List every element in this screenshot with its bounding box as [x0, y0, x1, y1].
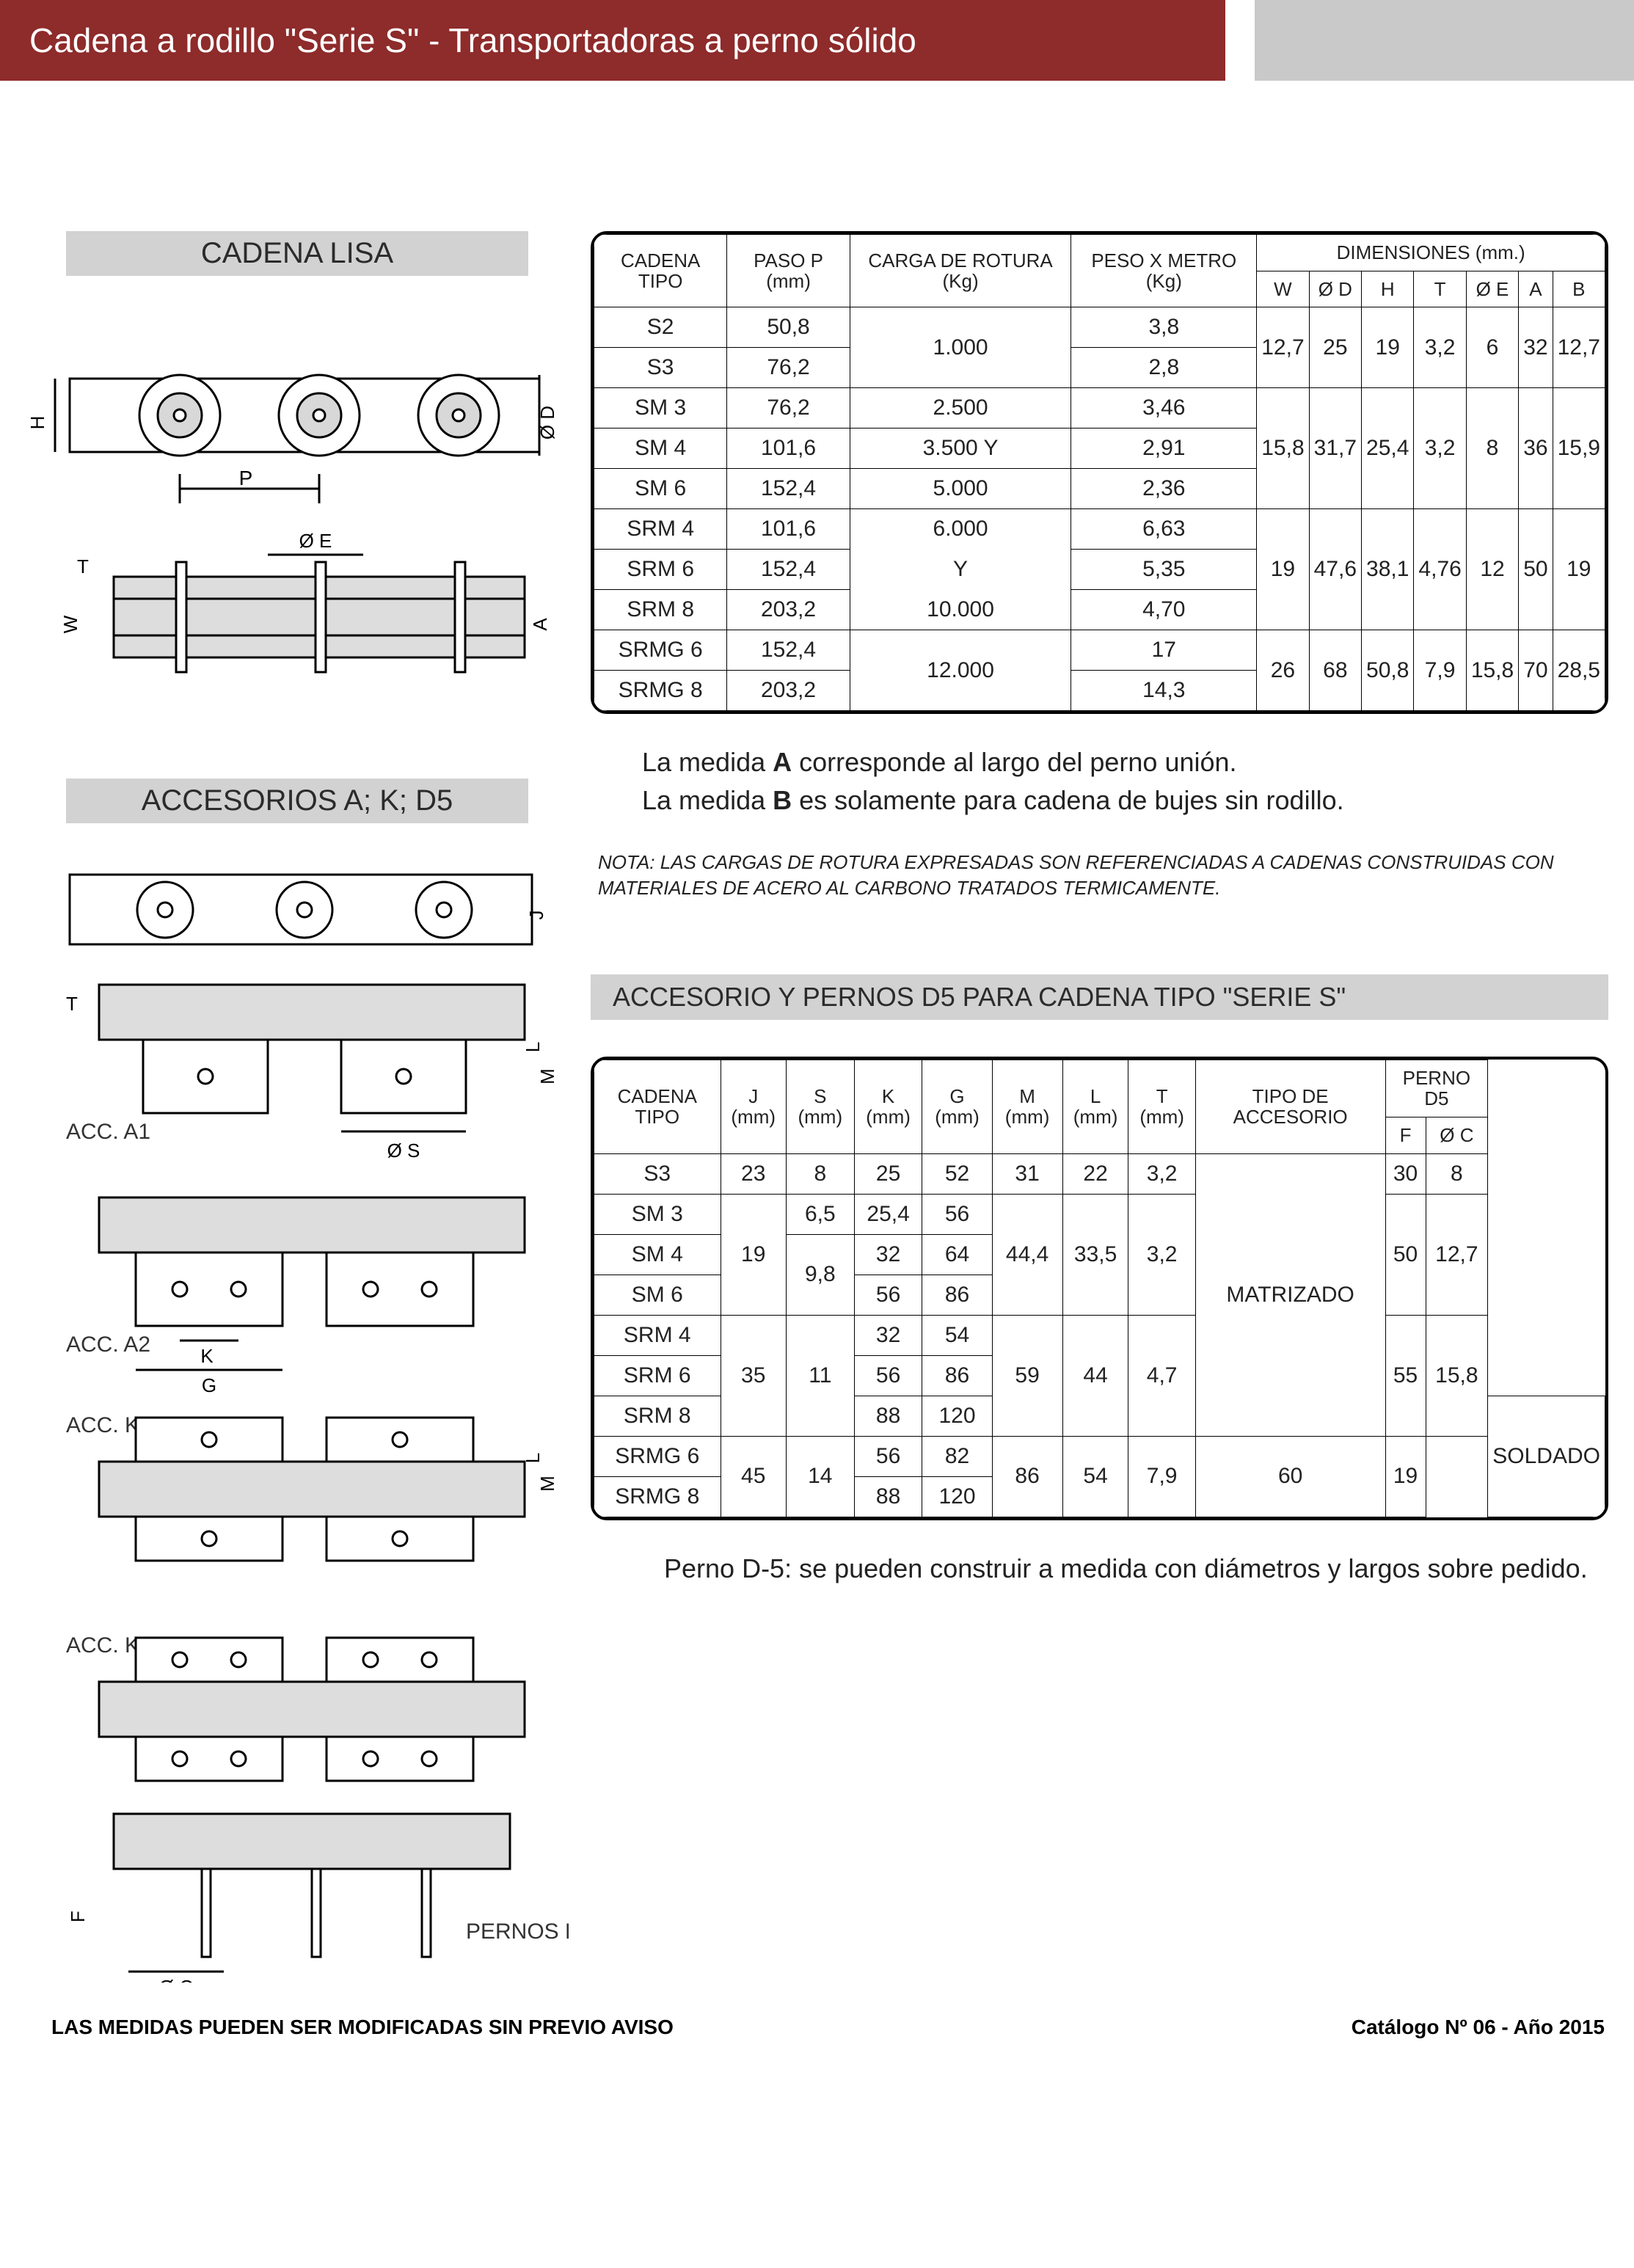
footer-right: Catálogo Nº 06 - Año 2015 [1352, 2016, 1605, 2039]
svg-text:H: H [26, 416, 48, 430]
svg-text:Ø C: Ø C [159, 1976, 193, 1983]
svg-text:A: A [529, 618, 551, 631]
svg-text:P: P [239, 467, 253, 489]
footer-left: LAS MEDIDAS PUEDEN SER MODIFICADAS SIN P… [51, 2016, 674, 2039]
svg-text:M: M [536, 1068, 558, 1084]
note-medida-a-b: La medida A corresponde al largo del per… [642, 743, 1601, 820]
section-accesorios: ACCESORIOS A; K; D5 [66, 779, 528, 823]
note-perno-d5: Perno D-5: se pueden construir a medida … [664, 1550, 1601, 1588]
diagram-accesorios: J T L M ACC. A1 Ø S [26, 867, 569, 1983]
svg-text:K: K [200, 1345, 214, 1367]
page-header: Cadena a rodillo "Serie S" - Transportad… [0, 0, 1634, 81]
svg-text:L: L [522, 1453, 544, 1463]
section-cadena-lisa: CADENA LISA [66, 231, 528, 276]
th-peso: PESO X METRO (Kg) [1071, 235, 1257, 307]
diagram-cadena-lisa: P Ø D H Ø E [26, 320, 569, 687]
svg-text:L: L [522, 1042, 544, 1052]
header-gap [1225, 0, 1255, 81]
svg-text:PERNOS D-5: PERNOS D-5 [466, 1919, 569, 1944]
svg-text:J: J [525, 911, 547, 920]
svg-text:F: F [67, 1911, 89, 1922]
svg-text:G: G [202, 1374, 216, 1396]
svg-text:Ø E: Ø E [299, 530, 332, 552]
th-paso: PASO P (mm) [727, 235, 850, 307]
svg-text:T: T [66, 993, 78, 1015]
header-title: Cadena a rodillo "Serie S" - Transportad… [0, 0, 1225, 81]
table-specs-main: CADENA TIPO PASO P (mm) CARGA DE ROTURA … [591, 231, 1608, 714]
svg-text:Ø D: Ø D [536, 406, 558, 440]
svg-text:ACC. A2: ACC. A2 [66, 1332, 150, 1357]
table-acc-d5: CADENA TIPO J (mm) S (mm) K (mm) G (mm) … [591, 1057, 1608, 1520]
page-footer: LAS MEDIDAS PUEDEN SER MODIFICADAS SIN P… [0, 1986, 1634, 2061]
svg-text:Ø S: Ø S [387, 1140, 420, 1162]
section-acc-d5: ACCESORIO Y PERNOS D5 PARA CADENA TIPO "… [591, 974, 1608, 1020]
th-carga: CARGA DE ROTURA (Kg) [850, 235, 1071, 307]
svg-text:T: T [77, 555, 89, 577]
svg-text:W: W [59, 615, 81, 633]
svg-text:ACC. A1: ACC. A1 [66, 1120, 150, 1144]
note-carga-rotura: NOTA: LAS CARGAS DE ROTURA EXPRESADAS SO… [598, 850, 1601, 901]
table-cell: S2 [594, 307, 727, 348]
th-cadena: CADENA TIPO [594, 235, 727, 307]
th-dims: DIMENSIONES (mm.) [1257, 235, 1605, 271]
header-gray-block [1255, 0, 1634, 81]
svg-text:M: M [536, 1476, 558, 1492]
